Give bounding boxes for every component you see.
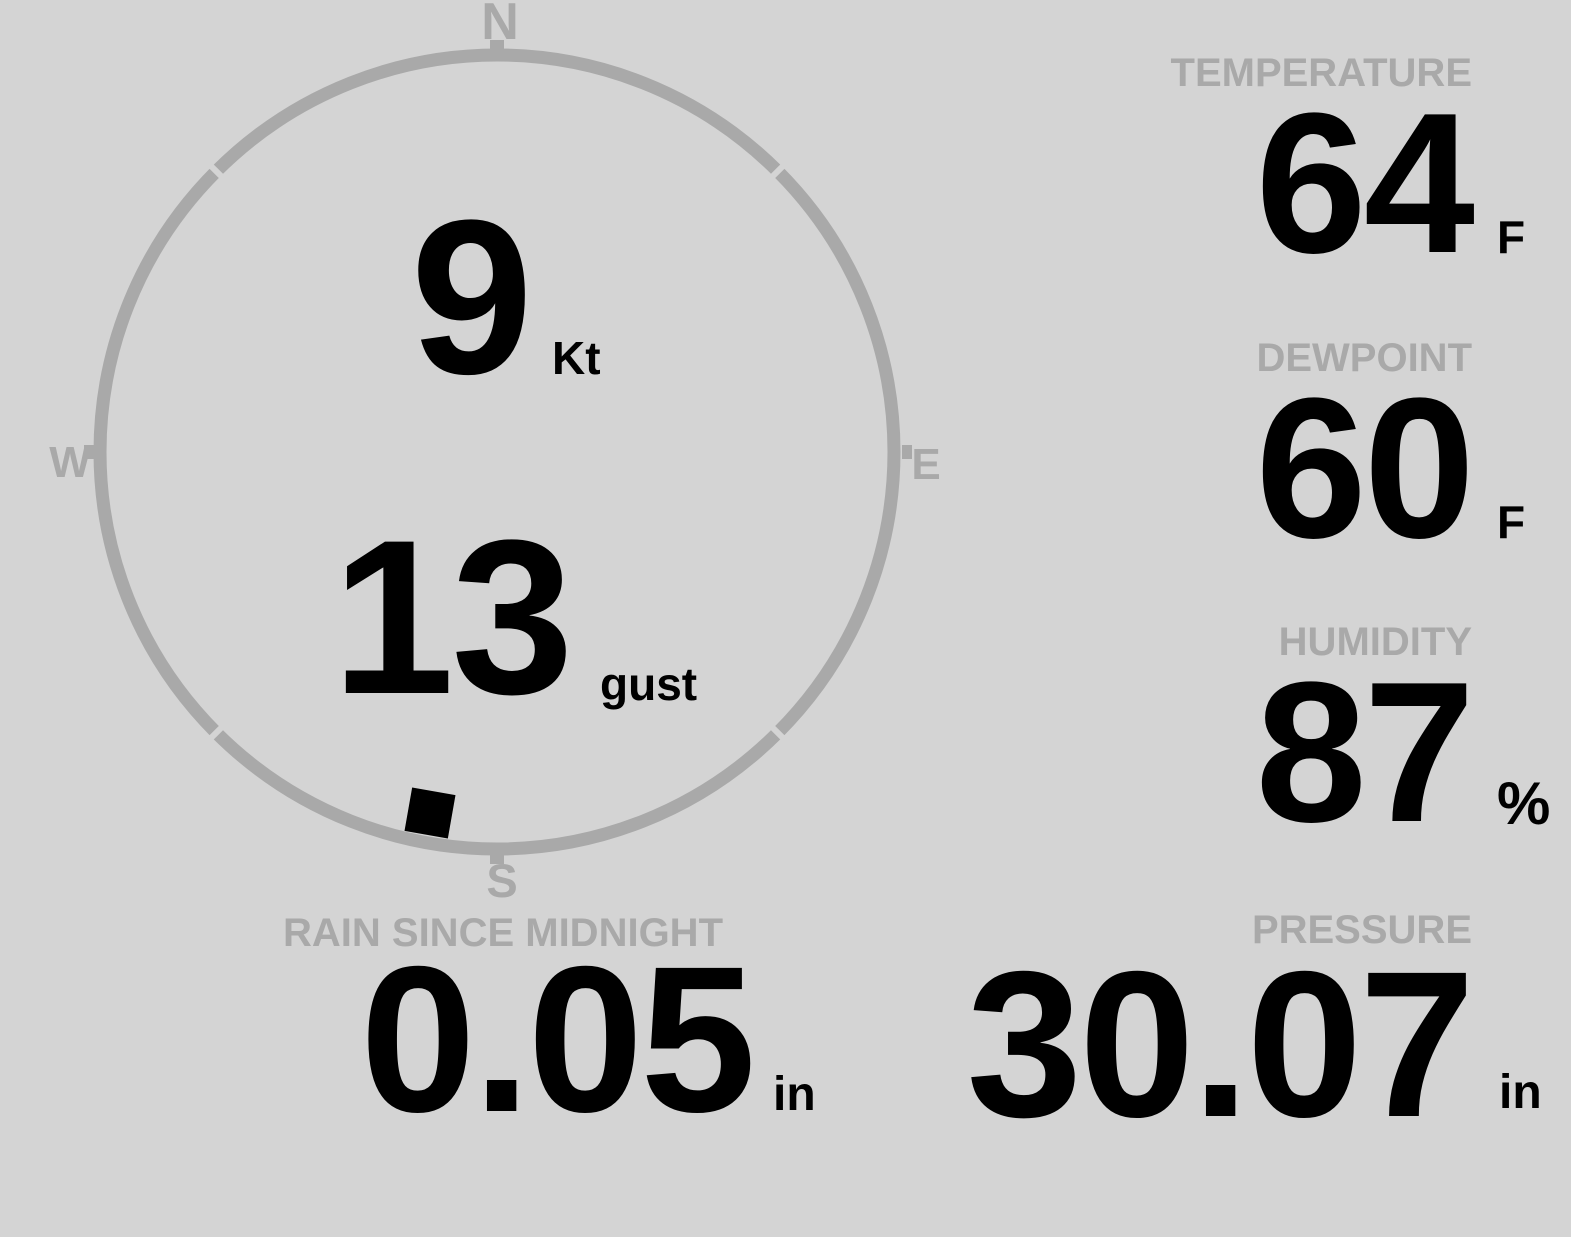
tick-west-icon	[84, 445, 94, 459]
wind-speed-unit: Kt	[552, 332, 601, 384]
compass-ring	[93, 48, 901, 856]
compass-label-east: E	[911, 440, 941, 489]
pressure-value: 30.07	[966, 929, 1475, 1161]
tick-east-icon	[902, 445, 912, 459]
humidity-label: HUMIDITY	[1278, 620, 1472, 664]
compass-label-north: N	[481, 0, 519, 51]
rain-since-midnight-unit: in	[773, 1068, 816, 1121]
tick-south-icon	[490, 854, 504, 864]
compass-cardinal-ticks	[84, 40, 912, 864]
dewpoint-value: 60	[1255, 357, 1475, 580]
dewpoint-unit: F	[1497, 496, 1526, 548]
pressure-label: PRESSURE	[1251, 908, 1472, 952]
temperature-label: TEMPERATURE	[1170, 51, 1472, 95]
humidity-value: 87	[1255, 641, 1475, 864]
compass-label-south: S	[486, 854, 518, 907]
dewpoint-label: DEWPOINT	[1256, 336, 1472, 380]
rain-since-midnight-label: RAIN SINCE MIDNIGHT	[283, 911, 723, 955]
wind-gust-value: 13	[332, 494, 574, 740]
compass-ring-gaps	[202, 157, 792, 747]
humidity-unit: %	[1497, 770, 1551, 837]
compass-label-west: W	[49, 438, 91, 487]
wind-speed-value: 9	[410, 174, 533, 420]
wind-direction-marker-icon	[404, 787, 456, 839]
wind-gust-unit: gust	[600, 658, 698, 710]
tick-north-icon	[490, 40, 504, 50]
temperature-unit: F	[1497, 211, 1526, 263]
temperature-value: 64	[1255, 72, 1475, 295]
pressure-unit: in	[1499, 1066, 1542, 1119]
rain-since-midnight-value: 0.05	[360, 924, 756, 1156]
